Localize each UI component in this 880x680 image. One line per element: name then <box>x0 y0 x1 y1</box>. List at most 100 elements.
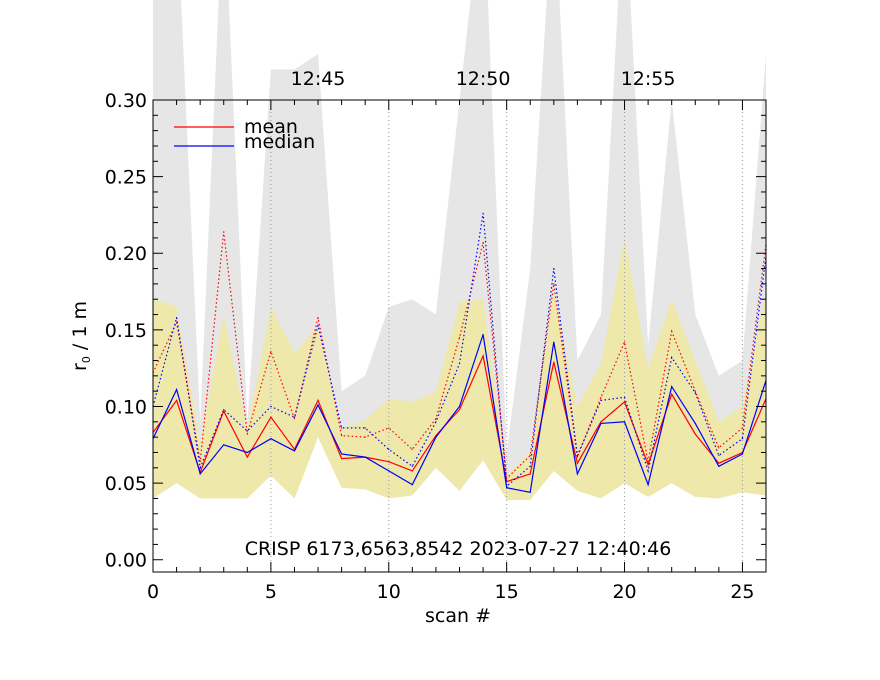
point-median-18 <box>576 473 578 475</box>
y-tick-label: 0.05 <box>105 473 147 495</box>
point-mean-18 <box>576 462 578 464</box>
point-median-8 <box>341 453 343 455</box>
point-mean-dotted-6 <box>293 418 296 420</box>
point-median-5 <box>270 438 272 440</box>
point-mean-dotted-14 <box>482 241 484 244</box>
chart-caption: CRISP 6173,6563,8542 2023-07-27 12:40:46 <box>245 538 672 560</box>
time-label: 12:55 <box>621 68 676 90</box>
point-median-dotted-22 <box>671 356 673 359</box>
point-median-13 <box>458 405 461 408</box>
point-median-dotted-5 <box>270 405 272 408</box>
point-median-1 <box>175 389 178 391</box>
point-mean-19 <box>600 421 602 423</box>
x-tick-label: 20 <box>612 581 636 603</box>
point-mean-16 <box>529 473 531 475</box>
top-time-labels: 12:45 12:50 12:55 <box>291 68 676 90</box>
point-median-15 <box>506 487 508 489</box>
point-median-2 <box>199 473 201 475</box>
point-mean-4 <box>246 456 248 458</box>
point-mean-5 <box>270 416 272 418</box>
y-tick-label: 0.30 <box>105 90 147 112</box>
point-median-14 <box>482 333 484 336</box>
point-mean-23 <box>694 433 696 435</box>
y-tick-label: 0.15 <box>105 320 147 342</box>
time-label: 12:50 <box>456 68 511 90</box>
series-lines <box>153 212 766 494</box>
x-tick-label: 25 <box>730 581 754 603</box>
point-median-dotted-12 <box>435 421 437 423</box>
point-mean-dotted-24 <box>718 447 720 449</box>
point-mean-17 <box>553 361 555 363</box>
point-mean-dotted-23 <box>694 390 696 392</box>
x-tick-label: 5 <box>265 581 277 603</box>
point-median-6 <box>293 450 296 452</box>
point-median-dotted-10 <box>388 448 390 451</box>
point-mean-dotted-10 <box>388 427 390 429</box>
point-median-dotted-6 <box>293 416 296 418</box>
point-median-dotted-9 <box>364 427 366 429</box>
point-median-dotted-25 <box>741 438 744 440</box>
point-median-dotted-8 <box>341 427 343 429</box>
y-axis-label: r0 / 1 m <box>69 301 93 371</box>
x-tick-label: 15 <box>495 581 519 603</box>
point-mean-dotted-4 <box>246 433 248 435</box>
point-mean-10 <box>388 461 390 463</box>
point-median-12 <box>435 436 437 438</box>
point-median-21 <box>647 484 649 486</box>
legend-median-label: median <box>244 131 315 153</box>
y-axis-label-subscript: 0 <box>80 356 93 363</box>
point-median-dotted-7 <box>317 324 319 326</box>
point-mean-dotted-25 <box>741 427 744 429</box>
point-mean-dotted-5 <box>270 350 272 352</box>
point-mean-7 <box>317 399 319 401</box>
point-mean-dotted-11 <box>411 448 413 451</box>
point-median-3 <box>223 444 225 446</box>
legend: mean median <box>174 116 315 153</box>
point-median-dotted-14 <box>482 212 484 215</box>
point-mean-dotted-22 <box>671 330 673 333</box>
axis-ticks: 0 5 10 15 20 25 0.00 0.05 0.10 0.15 0.20 0.25 0.30 <box>105 90 767 603</box>
bands-layer <box>153 0 766 500</box>
point-median-10 <box>388 470 390 472</box>
point-mean-13 <box>458 408 461 411</box>
series-line-mean-dotted <box>153 231 766 480</box>
point-median-dotted-2 <box>199 467 201 469</box>
point-median-9 <box>364 456 366 458</box>
x-tick-label: 10 <box>377 581 401 603</box>
y-tick-label: 0.25 <box>105 167 147 189</box>
point-median-dotted-19 <box>600 399 602 401</box>
vertical-dotted-lines <box>270 100 743 572</box>
y-tick-label: 0.00 <box>105 550 147 572</box>
point-mean-dotted-3 <box>223 231 225 233</box>
time-label: 12:45 <box>291 68 346 90</box>
point-mean-dotted-12 <box>435 418 437 420</box>
point-mean-8 <box>341 457 343 460</box>
point-mean-dotted-19 <box>600 396 602 398</box>
point-mean-22 <box>671 393 673 395</box>
point-mean-dotted-2 <box>199 461 201 463</box>
point-median-dotted-20 <box>623 396 626 398</box>
point-mean-dotted-7 <box>317 317 319 319</box>
point-mean-dotted-8 <box>341 435 343 437</box>
point-median-dotted-23 <box>694 392 696 394</box>
point-mean-dotted-21 <box>647 461 649 463</box>
point-mean-dotted-15 <box>506 477 508 480</box>
point-median-16 <box>529 491 531 493</box>
point-mean-14 <box>482 355 484 357</box>
point-mean-1 <box>175 399 178 401</box>
point-median-dotted-1 <box>175 317 178 319</box>
point-median-dotted-13 <box>458 362 461 365</box>
svg-text:r0 / 1 m: r0 / 1 m <box>69 301 93 371</box>
point-median-25 <box>741 453 744 455</box>
point-mean-dotted-20 <box>623 341 626 343</box>
point-mean-dotted-9 <box>364 436 366 438</box>
legend-mean-label: mean <box>244 116 298 138</box>
y-axis-label-units: / 1 m <box>69 301 91 356</box>
point-mean-24 <box>718 462 720 464</box>
point-median-dotted-21 <box>647 470 649 472</box>
point-median-17 <box>553 341 555 343</box>
point-median-24 <box>718 465 720 467</box>
point-median-dotted-24 <box>718 454 720 457</box>
point-median-20 <box>623 421 626 423</box>
